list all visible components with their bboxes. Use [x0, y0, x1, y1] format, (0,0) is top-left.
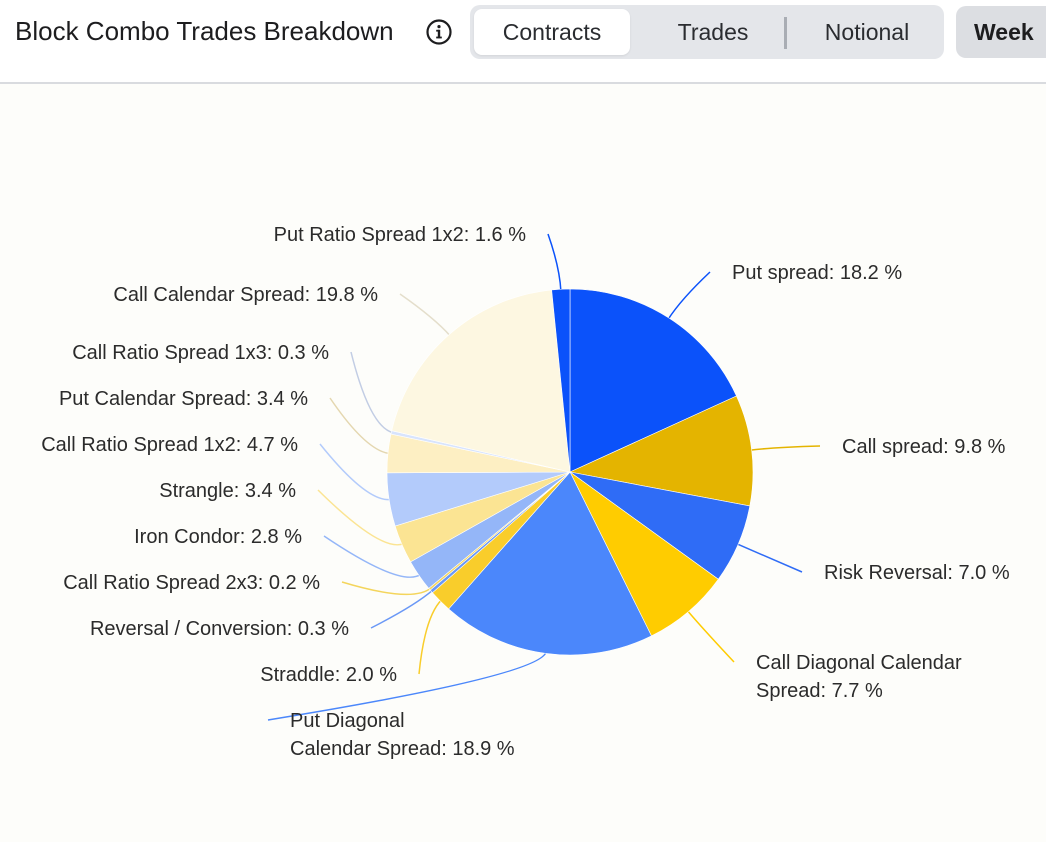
leader-line-reversal-conversion: [370, 589, 434, 629]
leader-line-call-ratio-spread-1x2: [319, 443, 392, 501]
leader-line-call-ratio-spread-1x3: [350, 351, 394, 434]
slice-label-call-ratio-spread-1x3: Call Ratio Spread 1x3: 0.3 %: [72, 342, 329, 364]
metric-segmented-control: Contracts Trades Notional: [470, 5, 944, 59]
slice-labels: Put spread: 18.2 % Call spread: 9.8 % Risk…: [41, 224, 1010, 760]
slice-call-calendar-spread[interactable]: [391, 289, 571, 473]
slice-label-reversal-conversion: Reversal / Conversion: 0.3 %: [90, 618, 349, 640]
leader-line-call-calendar-spread: [399, 293, 451, 337]
leader-line-call-ratio-spread-2x3: [341, 581, 432, 596]
slice-label-iron-condor: Iron Condor: 2.8 %: [134, 526, 302, 548]
leader-line-straddle: [418, 599, 443, 675]
leader-line-risk-reversal: [736, 542, 803, 573]
slice-label-risk-reversal: Risk Reversal: 7.0 %: [824, 562, 1010, 584]
tab-contracts[interactable]: Contracts: [474, 9, 630, 55]
slice-label-call-ratio-spread-2x3: Call Ratio Spread 2x3: 0.2 %: [63, 572, 320, 594]
leader-line-put-ratio-spread-1x2: [547, 233, 562, 292]
slice-label-call-calendar-spread: Call Calendar Spread: 19.8 %: [113, 284, 378, 306]
slice-label-call-ratio-spread-1x2: Call Ratio Spread 1x2: 4.7 %: [41, 434, 298, 456]
slice-label-strangle: Strangle: 3.4 %: [159, 480, 296, 502]
slice-label-straddle: Straddle: 2.0 %: [260, 664, 397, 686]
segment-divider: [784, 17, 787, 49]
leader-line-call-spread: [749, 445, 821, 451]
slice-label-put-ratio-spread-1x2: Put Ratio Spread 1x2: 1.6 %: [274, 224, 527, 246]
slice-put-diagonal-calendar-spread[interactable]: [448, 471, 652, 656]
leader-lines: [267, 233, 821, 721]
header-bar: Block Combo Trades Breakdown Contracts T…: [0, 0, 1046, 84]
leader-line-strangle: [317, 489, 404, 546]
info-icon[interactable]: [425, 18, 453, 46]
slice-put-spread[interactable]: [569, 288, 737, 473]
leader-line-put-calendar-spread: [329, 397, 391, 455]
slice-label-put-spread: Put spread: 18.2 %: [732, 262, 902, 284]
pie-slices: [386, 288, 754, 656]
slice-label-call-diagonal-calendar-spread: Call Diagonal Calendar Spread: 7.7 %: [756, 652, 962, 702]
leader-line-call-diagonal-calendar-spread: [686, 609, 735, 663]
tab-trades[interactable]: Trades: [677, 19, 749, 45]
leader-line-put-diagonal-calendar-spread: [267, 651, 547, 721]
slice-put-ratio-spread-1x2[interactable]: [551, 288, 571, 473]
slice-call-spread[interactable]: [569, 395, 754, 507]
leader-line-put-spread: [667, 271, 711, 321]
slice-label-put-calendar-spread: Put Calendar Spread: 3.4 %: [59, 388, 308, 410]
leader-line-iron-condor: [323, 535, 422, 578]
page-title: Block Combo Trades Breakdown: [15, 16, 394, 46]
period-week-button[interactable]: Week: [956, 6, 1046, 58]
slice-label-call-spread: Call spread: 9.8 %: [842, 436, 1006, 458]
tab-notional[interactable]: Notional: [824, 19, 910, 45]
slice-label-put-diagonal-calendar-spread: Put Diagonal Calendar Spread: 18.9 %: [290, 710, 515, 760]
